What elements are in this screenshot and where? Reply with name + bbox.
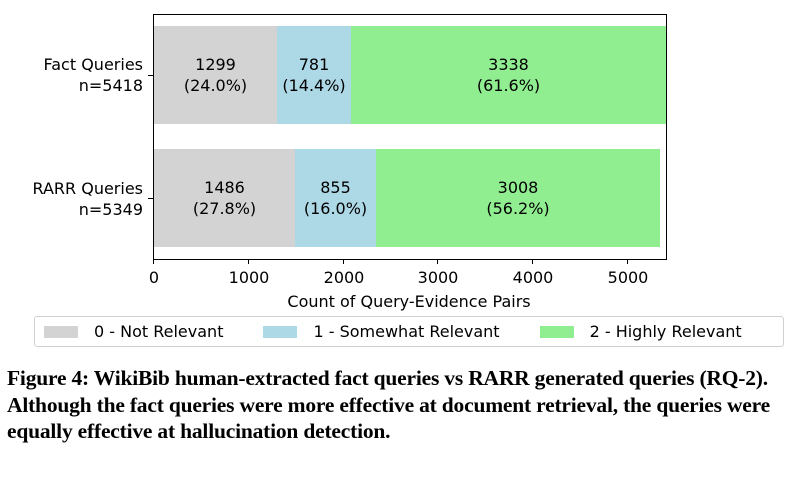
x-tick [248,259,250,264]
x-tick [627,259,629,264]
legend-item-somewhat-relevant: 1 - Somewhat Relevant [263,322,500,341]
bar-count-label: 1299 [195,55,236,74]
y-tick [148,198,153,200]
bar-segment-rarr-somewhat-relevant: 855 (16.0%) [295,149,376,247]
bar-percent-label: (61.6%) [476,76,541,95]
bar-segment-fact-highly-relevant: 3338 (61.6%) [351,26,666,124]
bar-count-label: 781 [298,55,330,74]
bar-count-label: 1486 [204,178,245,197]
x-tick [532,259,534,264]
x-tick-label: 0 [148,268,160,287]
y-label-line: Fact Queries [43,55,143,74]
y-label-line: n=5349 [78,200,143,219]
figure-caption-text: WikiBib human-extracted fact queries vs … [7,366,770,443]
bar-percent-label: (16.0%) [303,199,368,218]
legend-label: 1 - Somewhat Relevant [313,322,500,341]
bar-segment-rarr-highly-relevant: 3008 (56.2%) [376,149,660,247]
legend-label: 0 - Not Relevant [94,322,224,341]
bar-count-label: 855 [320,178,351,197]
bar-percent-label: (27.8%) [192,199,257,218]
plot-area [153,14,667,260]
y-label-rarr-queries: RARR Queries n=5349 [32,178,143,220]
y-label-line: n=5418 [78,76,143,95]
x-tick-label: 5000 [607,268,649,287]
x-tick [343,259,345,264]
bar-percent-label: (14.4%) [282,76,346,95]
bar-count-label: 3338 [488,55,529,74]
x-tick-label: 2000 [323,268,365,287]
legend-swatch-green [539,325,574,338]
bar-segment-fact-not-relevant: 1299 (24.0%) [154,26,277,124]
figure-caption: Figure 4: WikiBib human-extracted fact q… [7,365,787,445]
x-tick-label: 4000 [512,268,554,287]
x-tick-label: 1000 [228,268,270,287]
y-label-line: RARR Queries [32,179,143,198]
bar-segment-rarr-not-relevant: 1486 (27.8%) [154,149,295,247]
x-tick [153,259,155,264]
bar-count-label: 3008 [497,178,539,197]
figure-caption-prefix: Figure 4: [7,366,89,390]
y-tick [148,75,153,77]
legend-swatch-blue [263,325,298,338]
x-tick [437,259,439,264]
x-tick-label: 3000 [417,268,459,287]
legend: 0 - Not Relevant 1 - Somewhat Relevant 2… [34,316,784,347]
legend-swatch-gray [44,325,78,338]
bar-segment-fact-somewhat-relevant: 781 (14.4%) [277,26,351,124]
x-axis-label: Count of Query-Evidence Pairs [287,292,531,311]
bar-percent-label: (56.2%) [486,199,550,218]
y-label-fact-queries: Fact Queries n=5418 [44,54,143,96]
bar-percent-label: (24.0%) [183,76,248,95]
legend-item-not-relevant: 0 - Not Relevant [44,322,223,341]
legend-item-highly-relevant: 2 - Highly Relevant [539,322,742,341]
legend-label: 2 - Highly Relevant [589,322,742,341]
